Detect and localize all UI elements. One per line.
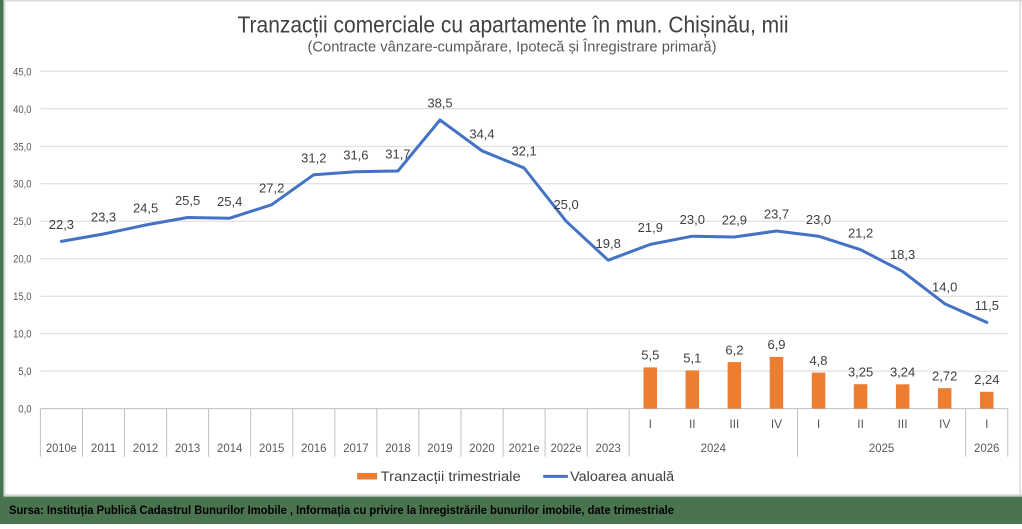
svg-text:4,8: 4,8 bbox=[809, 353, 827, 368]
svg-text:2020: 2020 bbox=[469, 441, 495, 455]
svg-text:Sursa: Instituția Publică Cada: Sursa: Instituția Publică Cadastrul Bunu… bbox=[9, 503, 674, 517]
svg-text:21,2: 21,2 bbox=[848, 225, 873, 240]
svg-text:2019: 2019 bbox=[427, 441, 453, 455]
svg-text:34,4: 34,4 bbox=[469, 127, 494, 142]
svg-text:38,5: 38,5 bbox=[427, 96, 452, 111]
svg-text:30,0: 30,0 bbox=[13, 179, 31, 191]
svg-text:31,2: 31,2 bbox=[301, 150, 326, 165]
svg-text:2,24: 2,24 bbox=[974, 372, 999, 387]
svg-text:19,8: 19,8 bbox=[596, 236, 621, 251]
svg-text:23,7: 23,7 bbox=[764, 207, 789, 222]
svg-text:2022e: 2022e bbox=[551, 441, 582, 455]
svg-text:40,0: 40,0 bbox=[13, 104, 31, 116]
svg-text:IV: IV bbox=[939, 417, 950, 431]
svg-text:22,3: 22,3 bbox=[49, 217, 74, 232]
svg-text:2015: 2015 bbox=[259, 441, 285, 455]
svg-text:2026: 2026 bbox=[974, 441, 1000, 455]
svg-text:6,9: 6,9 bbox=[767, 337, 785, 352]
svg-text:24,5: 24,5 bbox=[133, 201, 158, 216]
svg-text:6,2: 6,2 bbox=[725, 342, 743, 357]
svg-text:15,0: 15,0 bbox=[13, 291, 31, 303]
svg-text:III: III bbox=[898, 417, 908, 431]
svg-text:2011: 2011 bbox=[91, 441, 117, 455]
svg-text:10,0: 10,0 bbox=[13, 329, 31, 341]
svg-text:Valoarea anuală: Valoarea anuală bbox=[570, 469, 675, 484]
svg-text:25,5: 25,5 bbox=[175, 193, 200, 208]
svg-text:23,0: 23,0 bbox=[806, 212, 831, 227]
svg-text:I: I bbox=[817, 417, 820, 431]
svg-text:27,2: 27,2 bbox=[259, 180, 284, 195]
svg-text:11,5: 11,5 bbox=[975, 298, 999, 313]
svg-text:2013: 2013 bbox=[175, 441, 201, 455]
svg-text:2017: 2017 bbox=[343, 441, 369, 455]
svg-text:25,0: 25,0 bbox=[13, 216, 31, 228]
svg-text:II: II bbox=[689, 417, 696, 431]
svg-text:2018: 2018 bbox=[385, 441, 411, 455]
svg-text:2,72: 2,72 bbox=[932, 368, 957, 383]
svg-text:21,9: 21,9 bbox=[638, 220, 663, 235]
svg-text:22,9: 22,9 bbox=[722, 213, 747, 228]
svg-text:2014: 2014 bbox=[217, 441, 243, 455]
svg-text:32,1: 32,1 bbox=[511, 144, 536, 159]
svg-text:0,0: 0,0 bbox=[18, 404, 31, 416]
svg-text:Tranzacții comerciale cu apart: Tranzacții comerciale cu apartamente în … bbox=[238, 12, 789, 38]
svg-text:II: II bbox=[857, 417, 864, 431]
svg-text:2024: 2024 bbox=[701, 441, 727, 455]
svg-text:III: III bbox=[729, 417, 739, 431]
svg-text:14,0: 14,0 bbox=[932, 279, 957, 294]
svg-text:18,3: 18,3 bbox=[890, 247, 915, 262]
svg-text:5,1: 5,1 bbox=[683, 351, 701, 366]
svg-text:2023: 2023 bbox=[596, 441, 622, 455]
svg-text:20,0: 20,0 bbox=[13, 254, 31, 266]
svg-text:2012: 2012 bbox=[133, 441, 159, 455]
svg-text:(Contracte vânzare-cumpărare,: (Contracte vânzare-cumpărare, Ipotecă și… bbox=[308, 39, 717, 56]
svg-text:2010e: 2010e bbox=[46, 441, 77, 455]
svg-text:45,0: 45,0 bbox=[13, 66, 31, 78]
svg-text:3,25: 3,25 bbox=[848, 364, 873, 379]
svg-text:3,24: 3,24 bbox=[890, 365, 915, 380]
svg-text:35,0: 35,0 bbox=[13, 141, 31, 153]
svg-text:31,6: 31,6 bbox=[343, 147, 368, 162]
svg-text:Tranzacții trimestriale: Tranzacții trimestriale bbox=[381, 469, 521, 484]
svg-text:2025: 2025 bbox=[869, 441, 895, 455]
svg-text:31,7: 31,7 bbox=[385, 147, 410, 162]
svg-text:2016: 2016 bbox=[301, 441, 327, 455]
svg-text:23,0: 23,0 bbox=[680, 212, 705, 227]
svg-text:25,0: 25,0 bbox=[553, 197, 578, 212]
svg-text:IV: IV bbox=[771, 417, 782, 431]
svg-text:25,4: 25,4 bbox=[217, 194, 242, 209]
svg-text:I: I bbox=[649, 417, 652, 431]
svg-text:I: I bbox=[985, 417, 988, 431]
svg-text:5,0: 5,0 bbox=[18, 366, 31, 378]
svg-text:2021e: 2021e bbox=[509, 441, 540, 455]
svg-text:23,3: 23,3 bbox=[91, 210, 116, 225]
svg-text:5,5: 5,5 bbox=[641, 348, 659, 363]
